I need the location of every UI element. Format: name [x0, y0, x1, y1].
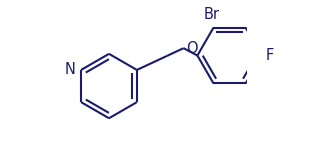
Text: F: F — [265, 48, 274, 63]
Text: Br: Br — [204, 7, 220, 22]
Text: O: O — [186, 41, 197, 56]
Text: N: N — [65, 61, 76, 76]
